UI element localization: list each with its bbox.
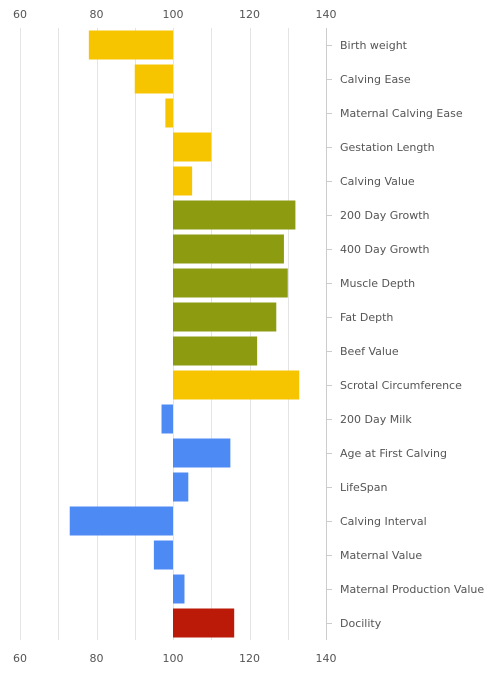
bar [173,438,231,468]
x-tick-label-bottom: 120 [239,652,260,665]
x-tick-label-top: 100 [163,8,184,21]
x-tick-label-top: 60 [13,8,27,21]
x-tick-label-bottom: 60 [13,652,27,665]
bar [134,64,173,94]
category-label: Calving Ease [340,73,411,86]
bar [173,370,300,400]
bar [69,506,173,536]
category-label: Scrotal Circumference [340,379,462,392]
category-label: Maternal Production Value [340,583,484,596]
bar [161,404,173,434]
bar [173,268,288,298]
category-label: Birth weight [340,39,408,52]
bar [165,98,173,128]
category-label: Gestation Length [340,141,435,154]
category-label: Calving Value [340,175,415,188]
category-label: Maternal Value [340,549,422,562]
x-tick-label-top: 140 [316,8,337,21]
x-tick-label-bottom: 80 [90,652,104,665]
category-label: Beef Value [340,345,399,358]
bar [173,200,296,230]
bar [173,166,193,196]
category-label: Maternal Calving Ease [340,107,463,120]
x-tick-label-top: 80 [90,8,104,21]
category-label: 200 Day Growth [340,209,430,222]
category-label: Calving Interval [340,515,427,528]
category-label: 200 Day Milk [340,413,412,426]
x-tick-label-bottom: 140 [316,652,337,665]
bar [173,234,284,264]
category-label: Age at First Calving [340,447,447,460]
category-label: Muscle Depth [340,277,415,290]
bar [173,336,258,366]
x-tick-label-top: 120 [239,8,260,21]
category-label: LifeSpan [340,481,388,494]
category-label: Docility [340,617,382,630]
bar [173,608,235,638]
bar [173,574,185,604]
bar [173,302,277,332]
bar [173,132,212,162]
x-tick-label-bottom: 100 [163,652,184,665]
bar [173,472,189,502]
category-label: 400 Day Growth [340,243,430,256]
category-label: Fat Depth [340,311,393,324]
bar [88,30,173,60]
bar [153,540,173,570]
